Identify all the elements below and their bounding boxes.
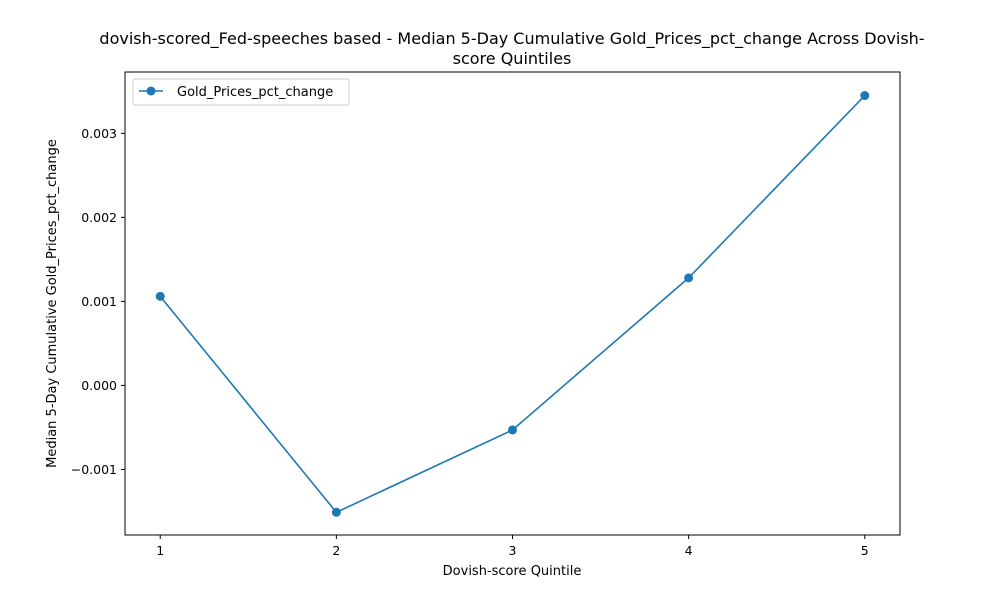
data-point-marker — [508, 425, 517, 435]
series-line — [159, 94, 866, 514]
y-tick-label: 0.001 — [81, 294, 117, 309]
plot-area-frame — [124, 71, 901, 536]
y-tick-label: 0.003 — [81, 126, 117, 141]
x-tick-label: 4 — [685, 543, 693, 558]
x-tick-label: 1 — [156, 543, 164, 558]
chart-title-line-2: score Quintiles — [453, 49, 572, 68]
x-tick-label: 2 — [332, 543, 340, 558]
x-tick-label: 3 — [509, 543, 517, 558]
y-axis-label: Median 5-Day Cumulative Gold_Prices_pct_… — [45, 139, 60, 468]
data-point-marker — [155, 291, 165, 301]
x-axis-label: Dovish-score Quintile — [443, 564, 582, 579]
legend: Gold_Prices_pct_change — [132, 78, 350, 106]
data-point-marker — [684, 273, 694, 283]
y-tick-label: 0.002 — [81, 210, 117, 225]
data-point-marker — [860, 91, 870, 101]
legend-box — [132, 78, 350, 106]
legend-label: Gold_Prices_pct_change — [177, 85, 333, 100]
x-axis-ticks: 1 2 3 4 5 — [156, 535, 869, 558]
series-layer — [155, 91, 870, 517]
y-tick-label: −0.001 — [71, 462, 117, 477]
y-axis-ticks: −0.001 0.000 0.001 0.002 0.003 — [71, 126, 125, 477]
data-point-marker — [331, 507, 341, 517]
chart-title-line-1: dovish-scored_Fed-speeches based - Media… — [99, 29, 924, 49]
legend-marker-swatch — [146, 86, 156, 96]
x-tick-label: 5 — [861, 543, 869, 558]
y-tick-label: 0.000 — [81, 378, 117, 393]
